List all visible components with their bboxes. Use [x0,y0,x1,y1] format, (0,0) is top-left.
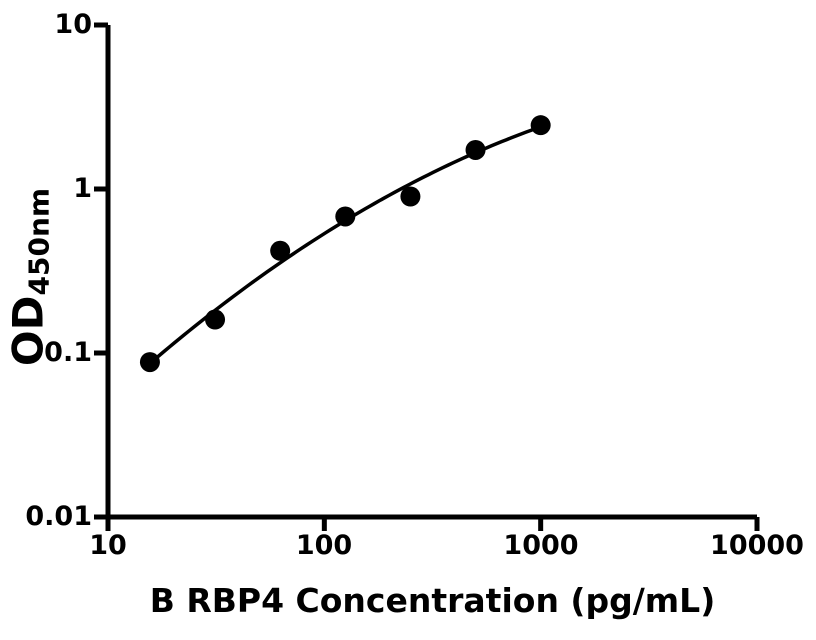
data-point [530,115,551,136]
x-tick-label-1000: 1000 [503,530,579,561]
x-axis-title: B RBP4 Concentration (pg/mL) [149,581,716,620]
fit-curve [148,125,543,366]
x-tick-label-10: 10 [89,530,127,561]
y-tick-label-0-1: 0.1 [44,337,92,368]
x-tick-label-10000: 10000 [710,530,804,561]
y-axis-title-base: OD [3,295,53,367]
y-axis-title: OD450nm [4,187,61,366]
y-axis-title-subscript: 450nm [22,187,56,296]
data-point [205,309,226,330]
data-point [335,206,356,227]
axis-spine [105,25,757,520]
data-point [400,186,421,207]
data-point [270,240,291,261]
y-tick-label-1: 1 [73,173,92,204]
y-tick-label-0-01: 0.01 [25,501,92,532]
y-tick-label-10: 10 [54,9,92,40]
x-tick-label-100: 100 [295,530,353,561]
data-point [465,139,486,160]
data-point [139,352,160,373]
